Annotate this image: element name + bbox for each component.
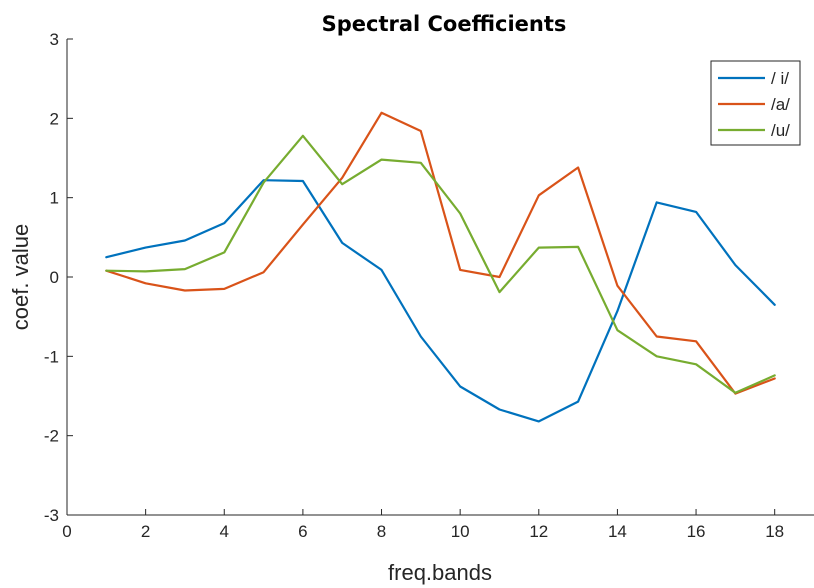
x-axis-title: freq.bands (388, 560, 492, 585)
legend-entries: / i/ /a/ /u/ (718, 69, 790, 140)
series-line-i (105, 179, 776, 423)
y-tick-label: 0 (50, 268, 59, 287)
y-tick-label: -1 (44, 347, 59, 366)
x-tick-label: 8 (377, 522, 386, 541)
x-tick-label: 0 (62, 522, 71, 541)
x-tick-label: 18 (765, 522, 784, 541)
legend-label-a: /a/ (771, 95, 790, 114)
x-tick-label: 6 (298, 522, 307, 541)
legend-label-i: / i/ (771, 69, 789, 88)
legend: / i/ /a/ /u/ (710, 60, 801, 146)
y-axis-title: coef. value (8, 224, 33, 330)
x-tick-label: 14 (608, 522, 627, 541)
y-tick-label: 2 (50, 109, 59, 128)
x-tick-label: 4 (220, 522, 229, 541)
y-tick-label: 1 (50, 189, 59, 208)
series-layer (105, 111, 776, 423)
chart-title: Spectral Coefficients (322, 12, 567, 36)
x-tick-label: 10 (451, 522, 470, 541)
series-line-a (105, 111, 776, 395)
series-line-u (105, 134, 776, 394)
y-axis-ticks: -3 -2 -1 0 1 2 3 (44, 30, 73, 525)
y-tick-label: -3 (44, 506, 59, 525)
x-tick-label: 2 (141, 522, 150, 541)
legend-label-u: /u/ (771, 121, 790, 140)
y-tick-label: 3 (50, 30, 59, 49)
x-tick-label: 12 (529, 522, 548, 541)
x-axis-ticks: 0 2 4 6 8 10 12 14 16 18 (62, 509, 784, 541)
x-tick-label: 16 (687, 522, 706, 541)
y-tick-label: -2 (44, 427, 59, 446)
